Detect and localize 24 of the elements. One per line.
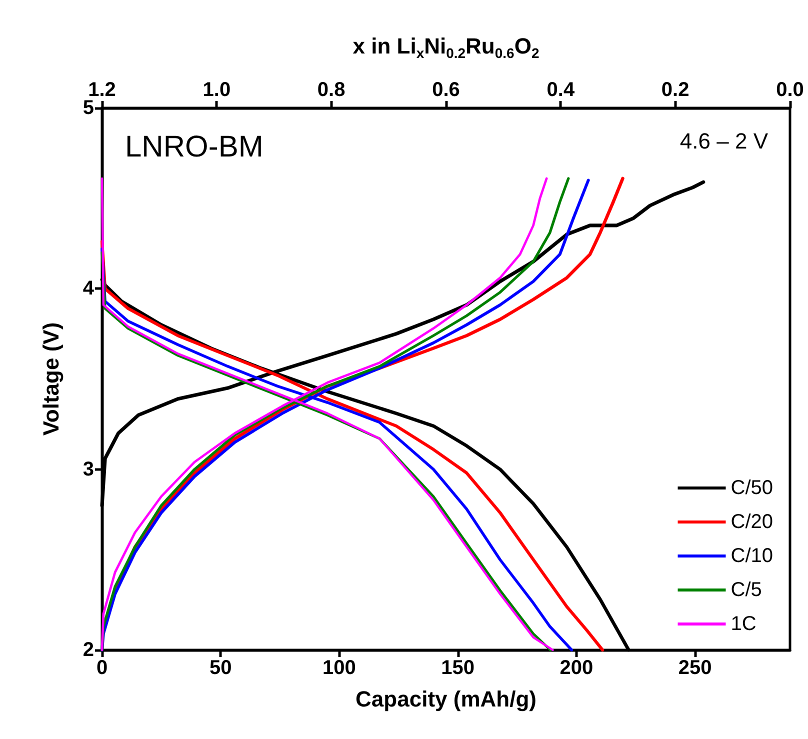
x2-tick-label: 0.6 [432, 79, 460, 101]
legend-label: C/5 [730, 579, 762, 601]
x2-tick-label: 0.0 [776, 79, 804, 101]
x2-tick-label: 0.4 [546, 79, 576, 101]
x-tick-label: 0 [96, 657, 108, 679]
legend-label: C/50 [730, 477, 774, 499]
x-tick-label: 250 [678, 657, 712, 679]
x2-tick-label: 0.2 [661, 79, 690, 101]
x2-tick-label: 1.0 [202, 79, 231, 101]
x2-tick-label: 0.8 [317, 79, 346, 101]
x-tick-label: 200 [560, 657, 594, 679]
annotation: LNRO-BM [125, 130, 264, 164]
x-tick-label: 50 [209, 657, 232, 679]
legend-label: C/10 [730, 545, 774, 567]
y-tick-label: 3 [82, 458, 94, 480]
y-axis-title: Voltage (V) [38, 322, 64, 436]
x-tick-label: 150 [441, 657, 475, 679]
legend-label: C/20 [730, 511, 774, 533]
y-tick-label: 4 [82, 278, 95, 300]
x-tick-label: 100 [322, 657, 356, 679]
y-tick-label: 2 [82, 639, 94, 661]
legend-label: 1C [730, 613, 756, 635]
annotation: 4.6 – 2 V [680, 128, 768, 154]
x-axis-title: Capacity (mAh/g) [356, 686, 536, 712]
